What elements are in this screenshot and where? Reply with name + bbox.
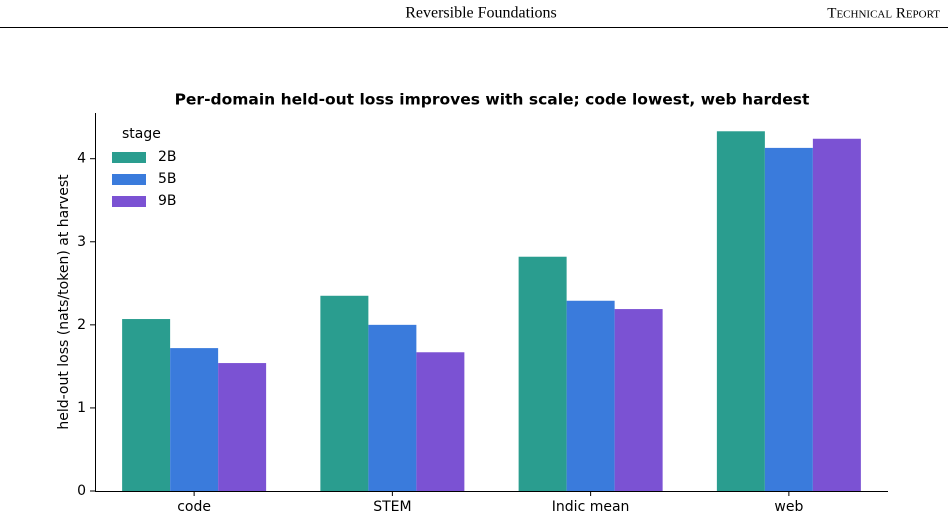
bar [218,363,267,491]
y-tick-label: 0 [77,483,86,499]
x-tick-label: code [177,499,211,515]
y-tick-label: 1 [77,400,86,416]
legend-title: stage [122,126,161,142]
legend-label: 2B [158,149,177,165]
x-tick-label: web [774,499,803,515]
bar [764,147,813,491]
legend-swatch [112,174,146,185]
y-tick-label: 2 [77,317,86,333]
y-axis-label: held-out loss (nats/token) at harvest [56,174,72,430]
x-tick-label: Indic mean [552,499,630,515]
y-tick-label: 4 [77,151,86,167]
bar [320,295,369,491]
bar [416,352,465,491]
bar [716,131,765,491]
bar [122,319,171,491]
bar [614,309,663,491]
legend-label: 9B [158,193,177,209]
bar [170,348,219,491]
bar [566,300,615,491]
bar [368,324,417,491]
header-title: Reversible Foundations [405,5,557,22]
legend-label: 5B [158,171,177,187]
y-tick-label: 3 [77,234,86,250]
x-tick-label: STEM [373,499,411,515]
bar [812,138,861,491]
header-label: Technical Report [827,5,940,21]
legend-swatch [112,196,146,207]
bar [518,256,567,491]
legend-swatch [112,152,146,163]
chart-title: Per-domain held-out loss improves with s… [175,91,810,109]
